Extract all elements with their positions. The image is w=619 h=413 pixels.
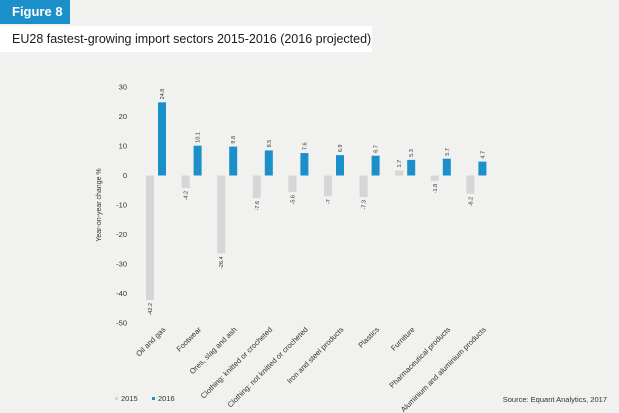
data-label: -1.8 (433, 184, 439, 193)
data-label: -7.6 (255, 201, 261, 210)
bar-2016 (442, 158, 451, 176)
chart-title: EU28 fastest-growing import sectors 2015… (0, 26, 372, 52)
data-label: 5.7 (445, 148, 451, 156)
bar-2015 (146, 175, 154, 300)
bar-2015 (288, 175, 297, 193)
bar-2016 (336, 155, 344, 176)
bar-2015 (252, 175, 261, 198)
bar-2016 (407, 159, 416, 176)
y-axis-label: Year-on-year change % (96, 168, 103, 241)
bar-2015 (395, 170, 404, 176)
bar-2016 (264, 150, 273, 176)
y-tick-label: -20 (116, 230, 127, 239)
data-label: 6.7 (374, 145, 380, 153)
source-note: Source: Equant Analytics, 2017 (503, 395, 607, 404)
data-label: 1.7 (397, 160, 403, 168)
category-label: Clothing: knitted or crocheted (199, 325, 274, 400)
figure-badge: Figure 8 (0, 0, 70, 24)
data-label: 24.8 (160, 89, 166, 100)
data-label: -7.3 (362, 200, 368, 209)
bar-2016 (229, 146, 238, 176)
bar-2015 (466, 175, 475, 194)
data-label: -42.2 (148, 303, 154, 316)
bar-2016 (300, 153, 309, 176)
legend-swatch-2016 (152, 397, 155, 400)
bar-2016 (478, 161, 487, 176)
bar-2015 (181, 175, 190, 188)
bar-2015 (217, 175, 226, 254)
bar-2015 (359, 175, 368, 198)
y-tick-label: 0 (123, 171, 127, 180)
y-tick-label: 10 (119, 142, 127, 151)
legend-entry-2015: 2015 (121, 394, 138, 403)
data-label: -6.2 (468, 197, 474, 206)
category-label: Footwear (175, 325, 204, 354)
y-tick-label: 30 (119, 83, 127, 92)
data-label: -4.2 (184, 191, 190, 200)
category-label: Furniture (389, 325, 417, 353)
y-tick-label: -40 (116, 289, 127, 298)
data-label: 6.9 (338, 144, 344, 152)
data-label: 8.5 (267, 140, 273, 148)
data-label: -26.4 (219, 256, 225, 269)
bar-2015 (430, 175, 439, 181)
data-label: 10.1 (196, 132, 202, 143)
category-label: Oil and gas (134, 325, 167, 358)
data-label: -5.6 (290, 195, 296, 204)
y-tick-label: -10 (116, 201, 127, 210)
data-label: 9.8 (231, 136, 237, 144)
y-tick-label: 20 (119, 112, 127, 121)
category-label: Plastics (356, 325, 381, 350)
bar-2016 (371, 155, 380, 176)
y-tick-label: -30 (116, 260, 127, 269)
bar-2016 (193, 145, 202, 176)
data-label: 5.3 (409, 149, 415, 157)
data-label: 7.6 (302, 142, 308, 150)
bar-2015 (324, 175, 332, 197)
legend-swatch-2015 (115, 397, 118, 400)
data-label: -7 (326, 199, 332, 204)
y-tick-label: -50 (116, 319, 127, 328)
data-label: 4.7 (480, 151, 486, 159)
bar-2016 (158, 102, 166, 176)
legend-entry-2016: 2016 (158, 394, 175, 403)
category-label: Pharmaceutical products (387, 325, 452, 390)
